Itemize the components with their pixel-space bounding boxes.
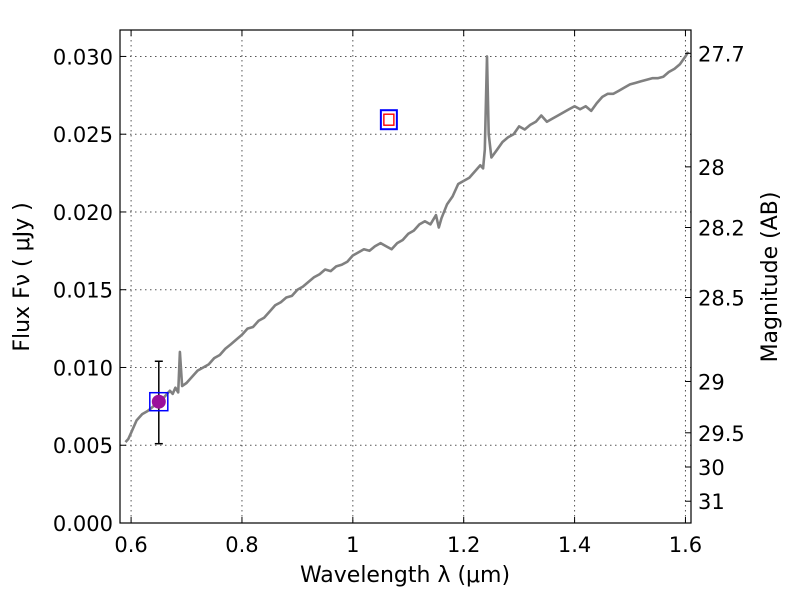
y-tick-label: 0.000 xyxy=(53,512,113,536)
y2-tick-label: 29 xyxy=(698,370,725,394)
y-tick-label: 0.025 xyxy=(53,123,113,147)
x-tick-label: 1.4 xyxy=(558,533,591,557)
y2-tick-label: 31 xyxy=(698,490,725,514)
x-tick-label: 1 xyxy=(346,533,359,557)
plot-background xyxy=(120,30,691,523)
data-point-circle xyxy=(151,394,166,409)
y-tick-label: 0.015 xyxy=(53,279,113,303)
photometry-markers xyxy=(149,109,398,445)
x-axis-label: Wavelength λ (μm) xyxy=(300,563,510,588)
y2-axis-label: Magnitude (AB) xyxy=(758,192,783,363)
y2-tick-label: 28 xyxy=(698,156,725,180)
spectrum-series xyxy=(124,51,690,443)
data-point-box xyxy=(149,391,169,412)
spectrum-line xyxy=(124,51,690,443)
y2-tick-label: 27.7 xyxy=(698,42,745,66)
y2-tick-label: 28.2 xyxy=(698,217,745,241)
x-axis: 0.6 0.8 1 1.2 1.4 1.6 xyxy=(114,30,702,557)
y2-tick-label: 28.5 xyxy=(698,286,745,310)
y2-axis: 27.7 28 28.2 28.5 29 29.5 30 31 xyxy=(685,42,745,514)
y-tick-label: 0.030 xyxy=(53,45,113,69)
y-tick-label: 0.010 xyxy=(53,356,113,380)
y-tick-label: 0.005 xyxy=(53,434,113,458)
y-tick-label: 0.020 xyxy=(53,201,113,225)
y2-tick-label: 30 xyxy=(698,456,725,480)
plot-frame xyxy=(119,29,692,524)
x-tick-label: 0.6 xyxy=(114,533,147,557)
y-axis-label: Flux Fν ( μJy ) xyxy=(10,202,35,351)
x-tick-label: 0.8 xyxy=(225,533,258,557)
y2-tick-label: 29.5 xyxy=(698,422,745,446)
data-point-square xyxy=(383,113,395,126)
x-tick-label: 1.6 xyxy=(669,533,702,557)
data-point-box xyxy=(379,109,398,131)
y-axis: 0.000 0.005 0.010 0.015 0.020 0.025 0.030 xyxy=(53,45,126,536)
x-tick-label: 1.2 xyxy=(447,533,480,557)
